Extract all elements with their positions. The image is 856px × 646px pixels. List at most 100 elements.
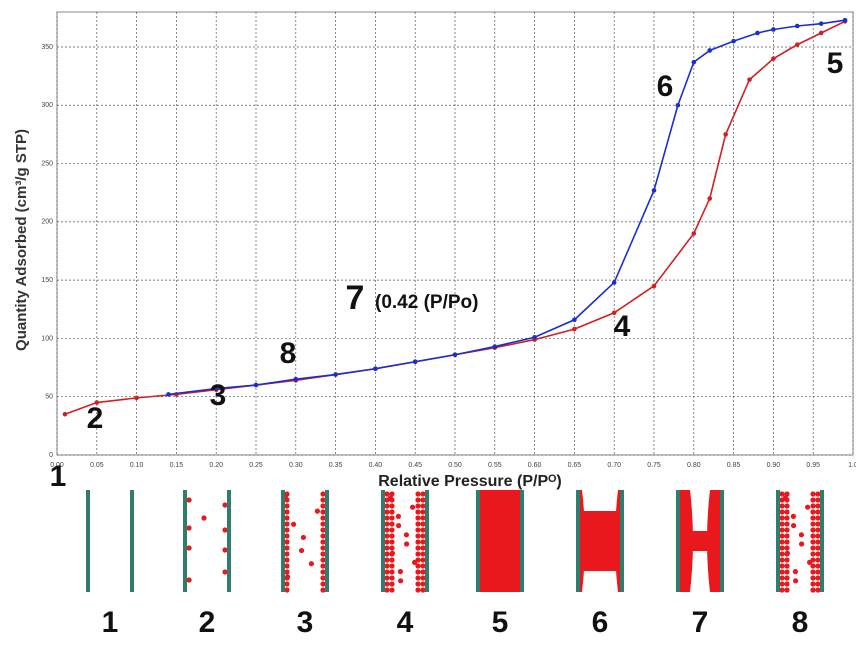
adsorbed-dot [792, 569, 799, 575]
stage-label: 2 [199, 606, 216, 639]
y-tick-label: 200 [41, 219, 53, 226]
adsorbed-dot [784, 515, 790, 521]
pore-wall [86, 490, 90, 592]
adsorbed-dot [384, 545, 390, 551]
adsorbed-dot [389, 515, 395, 521]
adsorbed-dot [299, 547, 305, 554]
adsorbed-dot [420, 551, 426, 557]
data-point [755, 30, 760, 36]
adsorbed-dot [779, 551, 785, 557]
annotation: 2 [87, 402, 104, 435]
adsorbed-dot [815, 551, 821, 557]
y-tick-label: 150 [41, 277, 53, 284]
adsorbed-dot [384, 557, 390, 563]
adsorbed-dot [815, 581, 821, 587]
adsorbed-dot [779, 557, 785, 563]
adsorbed-dot [284, 533, 290, 539]
adsorbed-dot [420, 521, 426, 527]
adsorbed-dot [389, 575, 395, 581]
adsorbed-dot [320, 533, 326, 539]
adsorbed-dot [284, 581, 290, 587]
adsorbed-dot [415, 581, 421, 587]
adsorbed-dot [815, 539, 821, 545]
adsorbed-dot [420, 509, 426, 515]
adsorbed-dot [784, 581, 790, 587]
y-tick-label: 100 [41, 335, 53, 342]
adsorbed-dot [389, 527, 395, 533]
adsorbed-dot [779, 587, 785, 593]
adsorbed-dot [222, 502, 228, 508]
adsorbed-dot [779, 521, 785, 527]
data-point [818, 30, 824, 36]
data-point [492, 344, 498, 349]
annotation: 5 [827, 47, 844, 80]
adsorbed-dot [779, 575, 785, 581]
adsorbed-dot [790, 513, 797, 520]
adsorbed-dot [389, 569, 395, 575]
x-tick-label: 0.80 [687, 462, 701, 469]
adsorbed-dot [389, 545, 395, 551]
adsorbed-dot [779, 581, 785, 587]
pore-wall [820, 490, 824, 592]
adsorbed-dot [387, 495, 393, 501]
adsorbed-dot [284, 509, 290, 515]
data-point [707, 196, 713, 201]
adsorbed-dot [320, 551, 326, 557]
adsorbed-dot [779, 569, 785, 575]
pore-wall [183, 490, 187, 592]
adsorbed-dot [784, 527, 790, 533]
adsorbed-dot [420, 533, 426, 539]
adsorbed-dot [810, 497, 816, 503]
adsorbed-dot [810, 587, 816, 593]
adsorbed-dot [420, 491, 426, 497]
stage-label: 4 [397, 606, 414, 639]
adsorbed-dot [779, 527, 785, 533]
adsorbed-dot [415, 575, 421, 581]
adsorbed-dot [284, 521, 290, 527]
adsorbed-dot [384, 581, 390, 587]
annotation: (0.42 (P/Po) [375, 292, 478, 313]
adsorbed-dot [389, 539, 395, 545]
x-tick-label: 0.55 [488, 462, 502, 469]
adsorbed-dot [415, 533, 421, 539]
adsorbed-dot [384, 527, 390, 533]
data-point [675, 102, 681, 108]
adsorbed-dot [320, 569, 326, 575]
adsorbed-dot [284, 569, 290, 575]
adsorbed-dot [415, 491, 421, 497]
adsorbed-dot [779, 503, 785, 509]
adsorbed-dot [420, 497, 426, 503]
adsorbed-dot [815, 509, 821, 515]
data-point [373, 366, 378, 372]
adsorbed-dot [320, 527, 326, 533]
adsorbed-dot [384, 587, 390, 593]
x-tick-label: 0.50 [448, 462, 462, 469]
data-point [572, 326, 577, 332]
adsorbed-dot [784, 503, 790, 509]
adsorbed-dot [320, 581, 326, 587]
adsorbed-dot [284, 527, 290, 533]
adsorbed-dot [186, 545, 192, 551]
adsorbed-dot [815, 533, 821, 539]
y-tick-label: 250 [41, 160, 53, 167]
adsorbed-dot [815, 569, 821, 575]
adsorbed-dot [320, 539, 326, 545]
adsorbed-dot [415, 497, 421, 503]
adsorbed-dot [320, 575, 326, 581]
adsorbed-dot [320, 557, 326, 563]
adsorbed-dot [810, 503, 816, 509]
x-tick-label: 0.00 [50, 462, 64, 469]
adsorbed-dot [815, 491, 821, 497]
adsorbed-dot [815, 503, 821, 509]
adsorbed-dot [420, 515, 426, 521]
data-point [794, 23, 800, 29]
adsorbed-dot [810, 545, 816, 551]
adsorbed-dot [284, 515, 290, 521]
data-point [62, 411, 68, 417]
adsorbed-dot [815, 497, 821, 503]
adsorbed-dot [784, 533, 790, 539]
adsorbed-dot [404, 541, 410, 547]
x-tick-label: 1.0 [848, 462, 856, 469]
adsorbed-dot [810, 563, 816, 569]
